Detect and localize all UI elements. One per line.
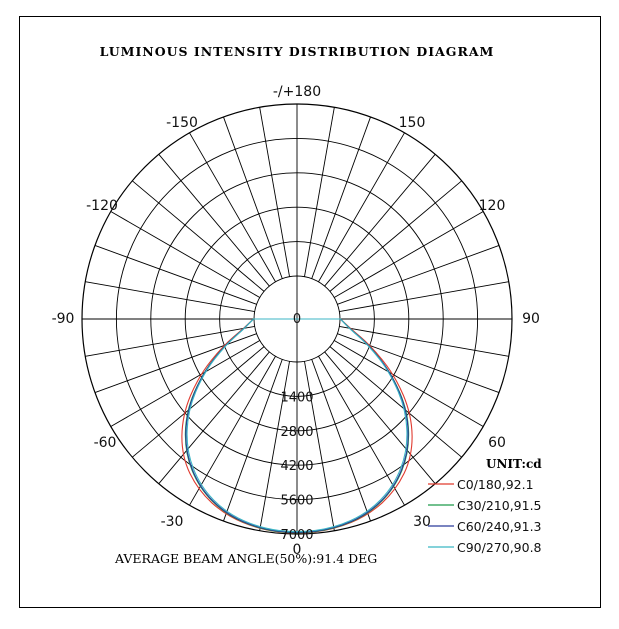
radial-tick-label: 5600 bbox=[280, 494, 313, 509]
grid-spoke bbox=[189, 132, 276, 282]
series-curve bbox=[186, 318, 408, 533]
unit-label: UNIT:cd bbox=[486, 457, 542, 471]
grid-spoke bbox=[337, 333, 500, 393]
grid-spoke bbox=[85, 281, 255, 312]
legend: C0/180,92.1 C30/210,91.5 C60/240,91.3 C90/2… bbox=[428, 477, 542, 555]
legend-label: C30/210,91.5 bbox=[457, 498, 542, 513]
grid-spoke bbox=[329, 346, 462, 458]
grid-spoke bbox=[158, 154, 270, 287]
grid-spoke bbox=[259, 107, 290, 277]
grid-spoke bbox=[304, 361, 335, 531]
grid-spoke bbox=[158, 351, 270, 484]
grid-spoke bbox=[85, 326, 255, 357]
grid-spoke bbox=[334, 211, 484, 298]
angle-tick-label: -30 bbox=[161, 514, 184, 530]
polar-grid bbox=[81, 103, 513, 535]
grid-spoke bbox=[110, 211, 260, 298]
grid-spoke bbox=[329, 180, 462, 292]
legend-label: C60/240,91.3 bbox=[457, 519, 542, 534]
chart-frame: LUMINOUS INTENSITY DISTRIBUTION DIAGRAM … bbox=[19, 16, 601, 608]
angle-tick-label: -60 bbox=[94, 435, 117, 451]
grid-spoke bbox=[311, 359, 371, 522]
grid-spoke bbox=[94, 333, 257, 393]
grid-spoke bbox=[334, 340, 484, 427]
angle-tick-label: 60 bbox=[488, 435, 506, 451]
radial-tick-label: 4200 bbox=[280, 459, 313, 474]
grid-spoke bbox=[189, 356, 276, 506]
grid-spoke bbox=[324, 351, 436, 484]
grid-spoke bbox=[259, 361, 290, 531]
grid-spoke bbox=[132, 346, 265, 458]
radial-tick-label: 0 bbox=[293, 312, 301, 327]
radial-tick-label: 1400 bbox=[280, 390, 313, 405]
legend-label: C90/270,90.8 bbox=[457, 540, 542, 555]
beam-angle-annotation: AVERAGE BEAM ANGLE(50%):91.4 DEG bbox=[114, 551, 377, 566]
grid-spoke bbox=[94, 245, 257, 305]
angle-tick-label: -150 bbox=[166, 115, 198, 131]
legend-label: C0/180,92.1 bbox=[457, 477, 534, 492]
grid-spoke bbox=[318, 132, 405, 282]
grid-spoke bbox=[110, 340, 260, 427]
grid-spoke bbox=[132, 180, 265, 292]
angle-tick-label: 150 bbox=[399, 115, 426, 131]
polar-chart: LUMINOUS INTENSITY DISTRIBUTION DIAGRAM … bbox=[52, 44, 543, 566]
radial-tick-label: 7000 bbox=[280, 528, 313, 543]
chart-title: LUMINOUS INTENSITY DISTRIBUTION DIAGRAM bbox=[100, 44, 495, 59]
angle-tick-label: 90 bbox=[522, 311, 540, 327]
grid-spoke bbox=[339, 281, 509, 312]
angle-tick-label: 120 bbox=[479, 198, 506, 214]
intensity-curves bbox=[181, 318, 413, 534]
angle-tick-labels: -/+180 -150 150 -120 120 -90 90 -60 60 -30 30 0 bbox=[52, 84, 540, 558]
grid-spoke bbox=[339, 326, 509, 357]
grid-spoke bbox=[318, 356, 405, 506]
grid-spoke bbox=[223, 359, 283, 522]
grid-spoke bbox=[311, 116, 371, 279]
grid-spoke bbox=[324, 154, 436, 287]
angle-tick-label: -90 bbox=[52, 311, 75, 327]
angle-tick-label: -120 bbox=[86, 198, 118, 214]
radial-tick-labels: 0 1400 2800 4200 5600 7000 bbox=[280, 312, 313, 543]
grid-spoke bbox=[304, 107, 335, 277]
radial-tick-label: 2800 bbox=[280, 425, 313, 440]
angle-tick-label: -/+180 bbox=[273, 84, 321, 100]
grid-spoke bbox=[223, 116, 283, 279]
grid-spoke bbox=[337, 245, 500, 305]
angle-tick-label: 30 bbox=[413, 514, 431, 530]
angle-tick-label: 0 bbox=[293, 542, 302, 558]
series-curve bbox=[185, 318, 409, 533]
